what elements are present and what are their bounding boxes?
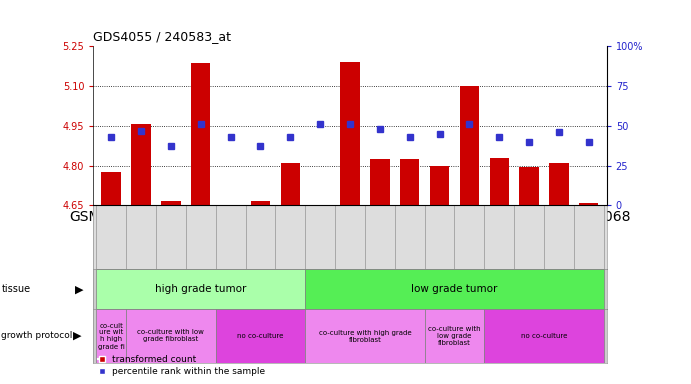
Bar [305,269,604,309]
Bar [549,163,569,205]
Bar [430,166,449,205]
Bar [281,163,300,205]
Text: low grade tumor: low grade tumor [411,284,498,294]
Bar [102,172,121,205]
Bar [340,62,360,205]
Bar [191,63,211,205]
Bar [96,269,305,309]
Text: co-culture with high grade
fibroblast: co-culture with high grade fibroblast [319,329,411,343]
Text: growth protocol: growth protocol [1,331,73,341]
Bar [161,201,180,205]
Text: high grade tumor: high grade tumor [155,284,247,294]
Bar [424,309,484,363]
Text: tissue: tissue [1,284,30,294]
Bar [251,201,270,205]
Text: no co-culture: no co-culture [521,333,567,339]
Bar [96,309,126,363]
Text: ▶: ▶ [75,284,83,294]
Text: co-culture with
low grade
fibroblast: co-culture with low grade fibroblast [428,326,481,346]
Bar [216,309,305,363]
Text: co-culture with low
grade fibroblast: co-culture with low grade fibroblast [138,329,205,343]
Bar [484,309,604,363]
Bar [460,86,479,205]
Legend: transformed count, percentile rank within the sample: transformed count, percentile rank withi… [95,352,269,379]
Bar [126,309,216,363]
Bar [400,159,419,205]
Text: co-cult
ure wit
h high
grade fi: co-cult ure wit h high grade fi [97,323,124,349]
Text: GDS4055 / 240583_at: GDS4055 / 240583_at [93,30,231,43]
Text: ▶: ▶ [73,331,81,341]
Bar [579,203,598,205]
Bar [520,167,539,205]
Bar [489,157,509,205]
Bar [131,124,151,205]
Bar [370,159,390,205]
Bar [305,309,424,363]
Text: no co-culture: no co-culture [237,333,283,339]
